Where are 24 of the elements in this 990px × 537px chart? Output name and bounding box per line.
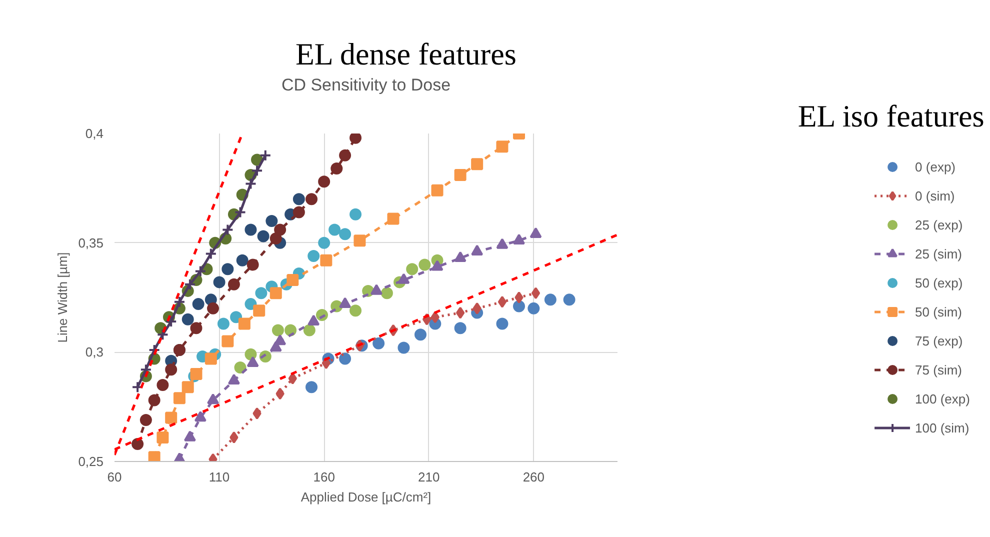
legend-label: 50 (sim)	[915, 303, 962, 320]
y-tick-label: 0,35	[78, 235, 104, 250]
legend-label: 0 (exp)	[915, 158, 956, 176]
y-tick-label: 0,25	[78, 454, 104, 469]
x-tick-label: 210	[418, 470, 440, 484]
text: EL dense features	[296, 36, 516, 72]
legend-label: 100 (exp)	[915, 390, 970, 408]
legend-label: 75 (exp)	[915, 332, 963, 350]
legend-label: 50 (exp)	[915, 274, 963, 292]
x-tick-label: 110	[208, 470, 230, 484]
x-axis-title: Applied Dose [µC/cm²]	[300, 490, 432, 504]
x-tick-label: 60	[107, 470, 122, 484]
x-tick-label: 260	[522, 470, 545, 484]
y-axis-title: Line Width [µm]	[55, 252, 70, 343]
legend-label: 25 (sim)	[915, 245, 962, 262]
legend-label: 0 (sim)	[915, 187, 955, 204]
y-tick-label: 0,4	[85, 126, 104, 141]
y-tick-label: 0,3	[85, 344, 104, 360]
x-tick-label: 160	[313, 470, 335, 484]
legend-label: 100 (sim)	[915, 419, 970, 436]
text: EL iso features	[798, 98, 984, 134]
chart-title: CD Sensitivity to Dose	[281, 76, 451, 94]
legend-label: 25 (exp)	[915, 216, 963, 234]
legend-label: 75 (sim)	[915, 361, 962, 378]
